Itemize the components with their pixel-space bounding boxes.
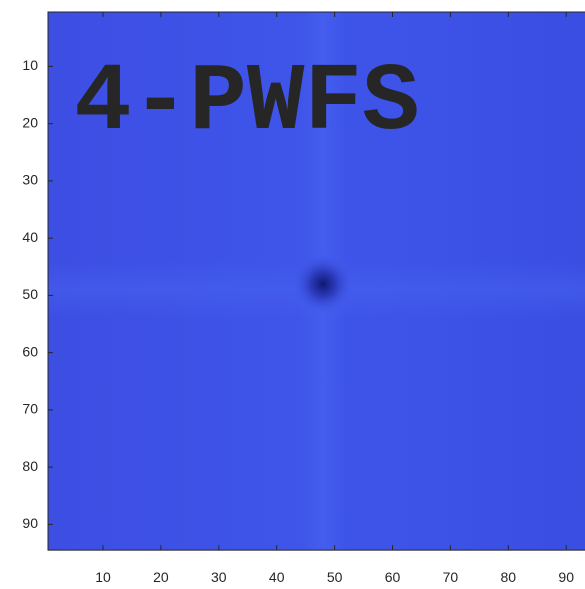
x-tick-label: 30 (211, 569, 227, 585)
y-tick-label: 20 (22, 114, 38, 130)
x-tick-label: 60 (385, 569, 401, 585)
x-tick-label: 80 (501, 569, 517, 585)
y-tick-label: 80 (22, 458, 38, 474)
x-tick-label: 50 (327, 569, 343, 585)
y-tick-label: 70 (22, 401, 38, 417)
y-tick-label: 60 (22, 343, 38, 359)
x-tick-label: 10 (95, 569, 111, 585)
y-tick-label: 30 (22, 172, 38, 188)
plot-area (48, 12, 585, 551)
x-tick-label: 90 (558, 569, 574, 585)
image-spot (293, 253, 354, 314)
x-tick-label: 40 (269, 569, 285, 585)
y-tick-label: 90 (22, 515, 38, 531)
y-tick-label: 10 (22, 57, 38, 73)
y-tick-label: 40 (22, 229, 38, 245)
axes-box (47, 11, 585, 551)
annotation: 4-PWFS (74, 48, 420, 157)
x-tick-label: 20 (153, 569, 169, 585)
x-tick-label: 70 (443, 569, 459, 585)
y-tick-label: 50 (22, 286, 38, 302)
